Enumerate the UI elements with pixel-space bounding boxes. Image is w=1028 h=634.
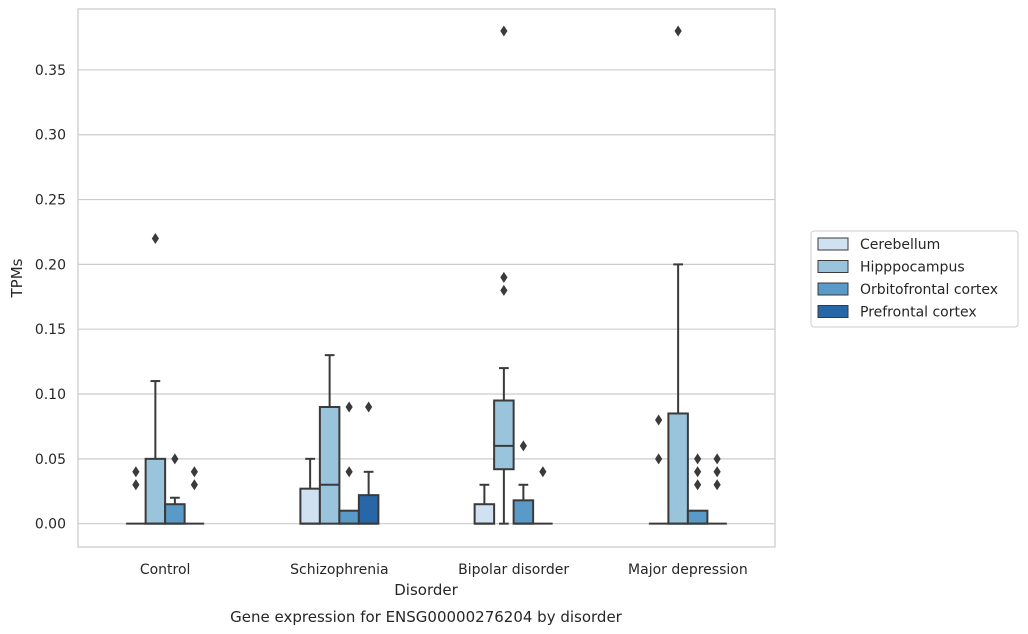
box-body xyxy=(512,499,535,525)
box-body xyxy=(686,509,709,525)
box-prefrontal-cortex xyxy=(184,466,205,525)
box-orbitofrontal-cortex xyxy=(686,453,709,525)
x-axis-title: Disorder xyxy=(394,581,458,599)
outlier-point xyxy=(713,466,721,478)
boxes xyxy=(126,25,727,525)
outlier-point xyxy=(713,453,721,465)
box-body xyxy=(164,503,186,525)
box-body xyxy=(357,494,380,525)
box-hipppocampus xyxy=(318,354,341,525)
outlier-point xyxy=(694,453,702,465)
legend-frame xyxy=(810,230,1019,328)
outlier-point xyxy=(694,466,702,478)
y-axis-title: TPMs xyxy=(8,258,26,298)
x-tick-label: Major depression xyxy=(628,562,748,578)
y-tick-label: 0.00 xyxy=(35,517,66,533)
outlier-point xyxy=(655,453,663,465)
box-prefrontal-cortex xyxy=(707,453,727,525)
legend-label: Orbitofrontal cortex xyxy=(860,282,998,298)
box-hipppocampus xyxy=(667,25,689,525)
legend-label: Cerebellum xyxy=(860,237,940,253)
y-tick-label: 0.30 xyxy=(35,128,66,144)
outlier-point xyxy=(190,479,198,491)
outlier-point xyxy=(132,466,140,478)
outlier-point xyxy=(365,401,373,413)
y-tick-label: 0.35 xyxy=(35,63,66,79)
box-orbitofrontal-cortex xyxy=(512,440,535,525)
legend-swatch xyxy=(817,237,849,251)
legend-label: Prefrontal cortex xyxy=(860,305,977,321)
box-body xyxy=(318,405,341,525)
outlier-point xyxy=(151,232,159,244)
box-body xyxy=(473,503,496,525)
y-tick-label: 0.10 xyxy=(35,387,66,403)
box-hipppocampus xyxy=(493,25,515,525)
outlier-point xyxy=(132,479,140,491)
box-orbitofrontal-cortex xyxy=(338,401,360,525)
x-axis-ticks: Control Schizophrenia Bipolar disorder Majo… xyxy=(140,562,748,578)
box-prefrontal-cortex xyxy=(533,466,553,525)
outlier-point xyxy=(674,25,682,37)
legend-swatch xyxy=(817,282,849,296)
box-cerebellum xyxy=(648,414,669,525)
y-tick-label: 0.15 xyxy=(35,322,66,338)
y-tick-label: 0.20 xyxy=(35,257,66,273)
outlier-point xyxy=(713,479,721,491)
legend-label: Hipppocampus xyxy=(860,260,965,276)
box-cerebellum xyxy=(473,483,496,525)
chart-caption: Gene expression for ENSG00000276204 by d… xyxy=(230,608,623,626)
box-cerebellum xyxy=(126,466,146,525)
box-orbitofrontal-cortex xyxy=(164,453,186,525)
outlier-point xyxy=(190,466,198,478)
outlier-point xyxy=(171,453,179,465)
legend-swatch xyxy=(817,260,849,273)
box-body xyxy=(493,399,515,471)
outlier-point xyxy=(694,479,702,491)
outlier-point xyxy=(500,271,508,283)
outlier-point xyxy=(519,440,527,452)
box-body xyxy=(338,509,360,525)
box-prefrontal-cortex xyxy=(357,401,380,525)
x-tick-label: Control xyxy=(140,562,191,578)
gridlines xyxy=(78,69,775,525)
outlier-point xyxy=(345,466,353,478)
x-tick-label: Bipolar disorder xyxy=(458,562,569,578)
outlier-point xyxy=(345,401,353,413)
box-cerebellum xyxy=(299,457,321,525)
y-axis-ticks: 0.00 0.05 0.10 0.15 0.20 0.25 0.30 0.35 xyxy=(35,63,66,533)
x-tick-label: Schizophrenia xyxy=(290,562,388,578)
box-body xyxy=(667,412,689,525)
plot-frame xyxy=(77,8,776,548)
outlier-point xyxy=(655,414,663,426)
box-body xyxy=(144,457,167,525)
outlier-point xyxy=(500,25,508,37)
box-hipppocampus xyxy=(144,232,167,525)
outlier-point xyxy=(539,466,547,478)
legend-swatch xyxy=(817,305,849,318)
box-body xyxy=(299,487,321,525)
y-tick-label: 0.05 xyxy=(35,452,66,468)
y-tick-label: 0.25 xyxy=(35,193,66,209)
outlier-point xyxy=(500,284,508,296)
legend: Cerebellum Hipppocampus Orbitofrontal cort… xyxy=(810,230,1019,328)
